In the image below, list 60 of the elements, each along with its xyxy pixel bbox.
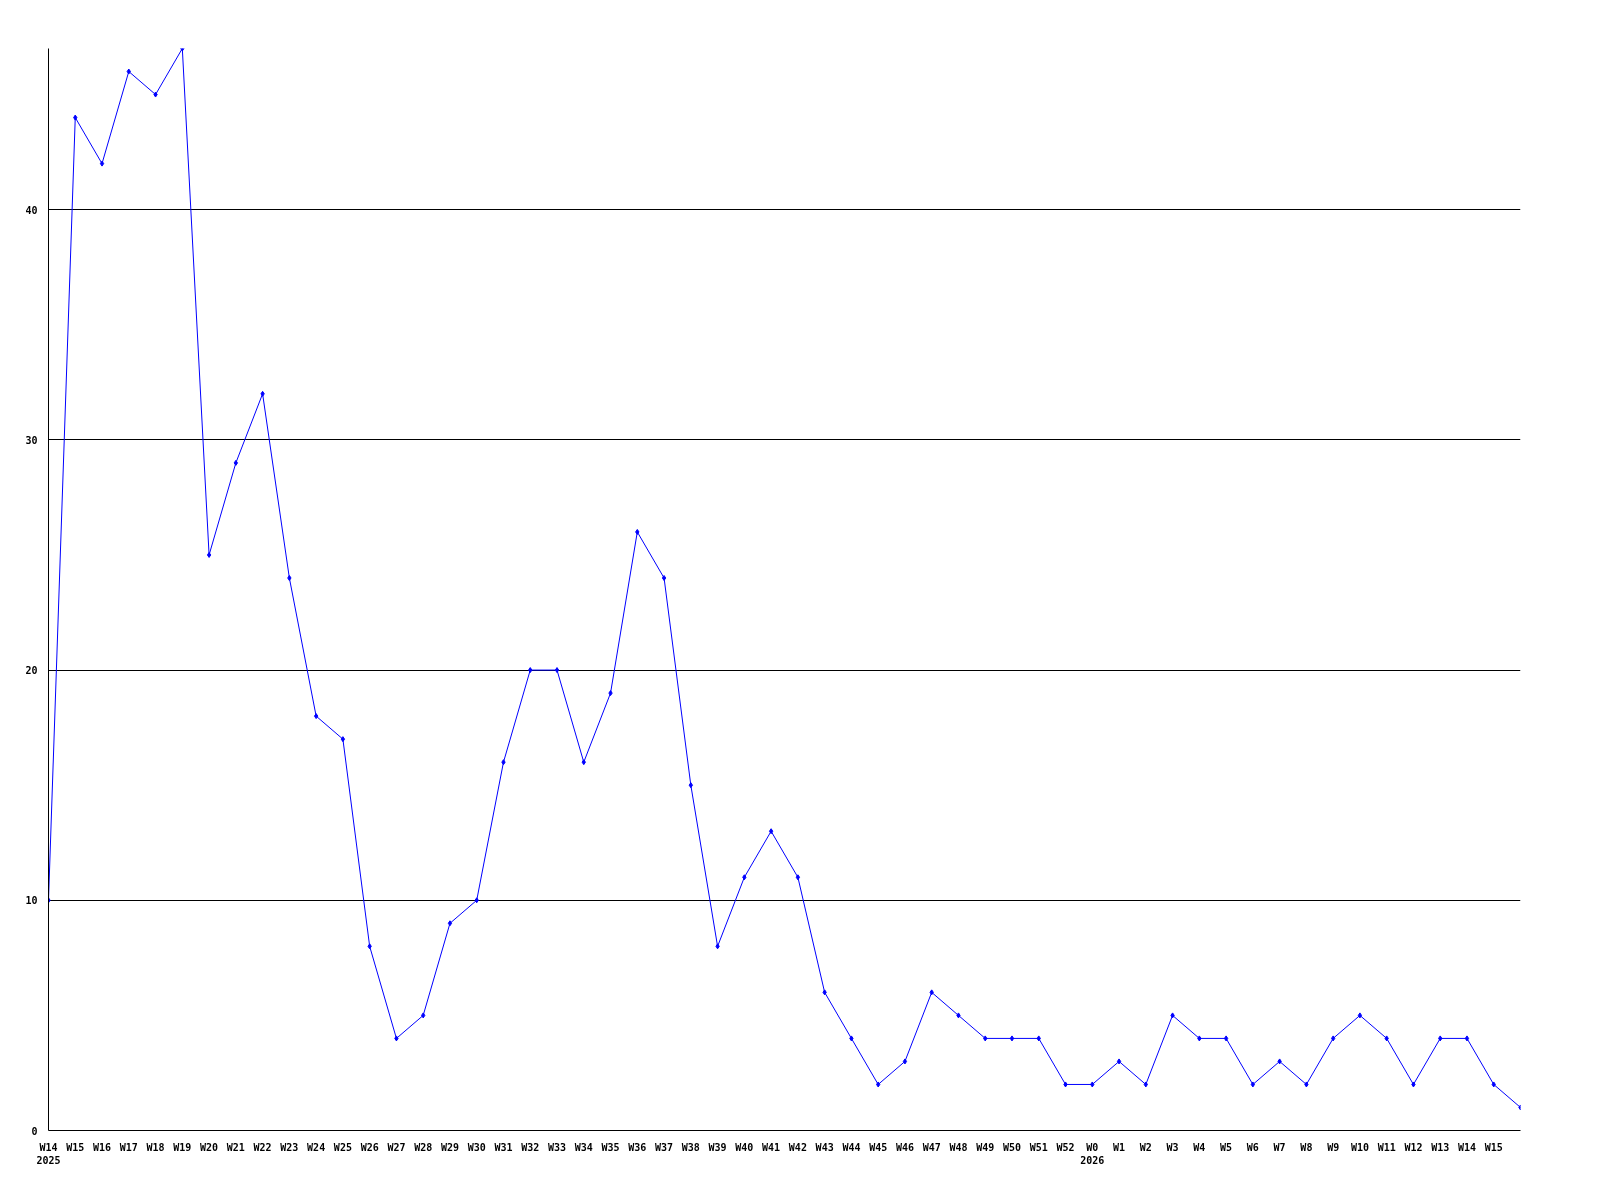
x-tick-label: W5 [1220,1141,1233,1153]
x-tick-label: W39 [708,1141,727,1153]
x-tick-label: W50 [1002,1141,1022,1153]
x-tick-label: W4 [1193,1141,1206,1153]
x-tick-label: W25 [333,1141,352,1153]
x-tick-label: W29 [440,1141,459,1153]
x-tick-label: W1 [1113,1141,1126,1153]
y-tick-label: 30 [25,434,38,446]
x-tick-label: W3 [1166,1141,1179,1153]
x-tick-label: W42 [788,1141,807,1153]
x-tick-label: W27 [387,1141,406,1153]
x-tick-label: W17 [119,1141,138,1153]
x-tick-label: W51 [1029,1141,1048,1153]
x-tick-label: W22 [253,1141,272,1153]
x-tick-label: W18 [146,1141,165,1153]
x-tick-label: W2 [1139,1141,1152,1153]
x-tick-label: W13 [1431,1141,1450,1153]
x-tick-label: W0 2026 [1080,1141,1105,1166]
x-tick-label: W23 [280,1141,299,1153]
x-tick-label: W41 [762,1141,781,1153]
x-tick-label: W14 [1457,1141,1476,1153]
x-tick-label: W30 [467,1141,486,1153]
x-tick-label: W35 [601,1141,620,1153]
x-tick-label: W20 [200,1141,219,1153]
x-tick-label: W45 [869,1141,888,1153]
x-tick-label: W49 [976,1141,995,1153]
x-tick-label: W21 [226,1141,245,1153]
x-tick-label: W9 [1327,1141,1340,1153]
x-tick-label: W33 [547,1141,567,1153]
y-tick-label: 40 [25,204,38,216]
x-tick-label: W40 [735,1141,754,1153]
x-tick-label: W7 [1273,1141,1286,1153]
x-tick-label: W8 [1300,1141,1313,1153]
x-tick-label: W28 [414,1141,433,1153]
x-tick-label: W36 [628,1141,647,1153]
x-tick-label: W43 [815,1141,834,1153]
x-tick-label: W44 [842,1141,861,1153]
x-tick-label: W26 [360,1141,379,1153]
x-tick-label: W15 [66,1141,85,1153]
x-tick-label: W52 [1056,1141,1075,1153]
x-tick-label: W24 [307,1141,326,1153]
x-tick-label: W32 [521,1141,540,1153]
y-tick-label: 10 [25,895,38,907]
x-tick-label: W15 [1484,1141,1503,1153]
x-tick-label: W11 [1377,1141,1396,1153]
y-tick-label: 20 [25,665,38,677]
x-tick-label: W37 [655,1141,674,1153]
x-tick-label: W48 [949,1141,968,1153]
x-tick-label: W19 [173,1141,192,1153]
y-tick-label: 0 [31,1125,38,1137]
x-tick-label: W46 [895,1141,914,1153]
x-tick-label: W31 [494,1141,513,1153]
x-tick-label: W12 [1404,1141,1423,1153]
x-tick-label: W14 2025 [36,1141,61,1166]
x-tick-label: W6 [1246,1141,1259,1153]
x-tick-label: W34 [574,1141,593,1153]
x-tick-label: W47 [922,1141,941,1153]
x-tick-label: W10 [1350,1141,1369,1153]
x-tick-label: W38 [681,1141,700,1153]
x-tick-label: W16 [93,1141,112,1153]
